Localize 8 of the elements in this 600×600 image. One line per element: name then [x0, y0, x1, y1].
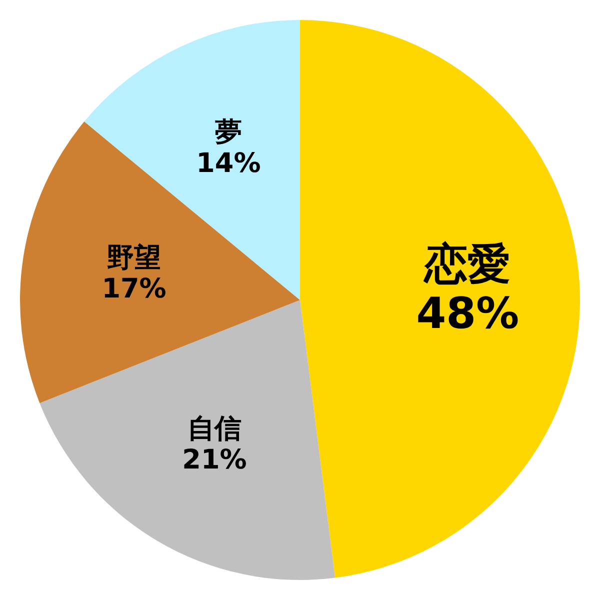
- slice-label: 自信: [187, 414, 242, 445]
- slice-label: 恋愛: [422, 240, 511, 290]
- data-label: 17%: [102, 274, 166, 305]
- slice-label: 野望: [107, 242, 162, 274]
- data-label: 48%: [416, 289, 520, 340]
- slice-label: 夢: [214, 116, 242, 148]
- data-label: 21%: [182, 444, 247, 476]
- data-label: 14%: [196, 148, 261, 180]
